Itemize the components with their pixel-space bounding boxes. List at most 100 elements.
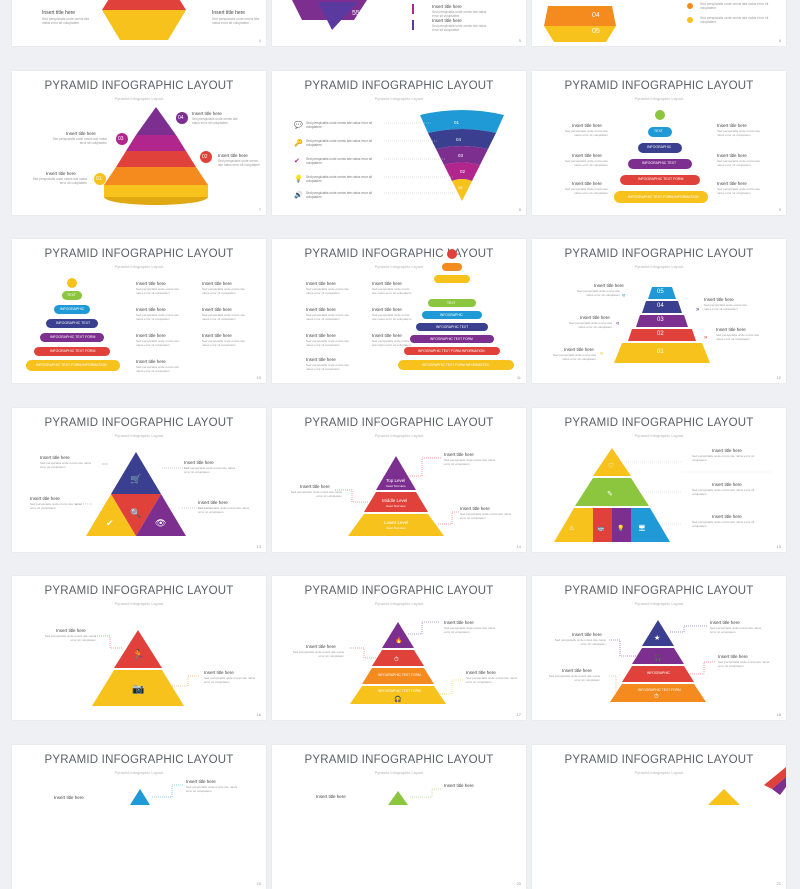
svg-text:✔: ✔ [106,518,114,528]
pill-infographic-text-form: INFOGRAPHIC TEXT FORM [638,177,684,181]
slide-16[interactable]: PYRAMID INFOGRAPHIC LAYOUT Pyramid Infog… [12,576,266,720]
svg-text:🎧: 🎧 [654,654,661,662]
slide-13[interactable]: PYRAMID INFOGRAPHIC LAYOUT Pyramid Infog… [12,408,266,552]
body-text-2: Sed perspiciatis unde omnis iste natus e… [432,24,487,32]
slide-4[interactable]: Insert title here Sed perspiciatis unde … [12,0,266,46]
body-text-1: Sed perspiciatis unde omnis iste natus e… [136,287,180,295]
body-text-4: Sed perspiciatis unde omnis iste natus e… [136,365,180,373]
slide-10[interactable]: PYRAMID INFOGRAPHIC LAYOUT Pyramid Infog… [12,239,266,383]
four-tier-pyramid-art: ★ 🎧 ⏱ [608,620,716,702]
insert-title-1: Insert title here [710,620,740,625]
insert-title-3: Insert title here [218,153,248,158]
page-number: 4 [258,38,261,43]
body-text-2: Sed perspiciatis unde omnis iste natus e… [306,139,373,147]
body-text-1: Sed perspiciatis unde omnis iste natus e… [192,117,238,125]
page-number: 15 [776,544,781,549]
body-text-5: Sed perspiciatis unde omnis iste natus e… [306,191,373,199]
svg-text:👁: 👁 [155,518,166,528]
slide-15[interactable]: PYRAMID INFOGRAPHIC LAYOUT Pyramid Infog… [532,408,786,552]
insert-title-2: Insert title here [184,460,214,465]
insert-title-4: Insert title here [136,359,166,364]
slide-subtitle: Pyramid Infographic Layout [114,601,164,606]
badge-03: 03 [118,136,124,142]
tier-01: 01 [657,349,664,355]
stacked-pill-pyramid-art [398,249,514,370]
insert-title-2: Insert title here [136,307,166,312]
svg-text:💡: 💡 [617,524,624,532]
svg-text:🛒: 🛒 [130,473,141,484]
slide-6[interactable]: 04 05 Sed perspiciatis unde omnis iste n… [532,0,786,46]
pyramid-art [708,767,786,805]
slide-title: PYRAMID INFOGRAPHIC LAYOUT [304,248,494,260]
insert-title-1: Insert title here [712,448,742,453]
pill-infographic-text-form-info-2: INFOGRAPHIC TEXT FORM INFORMATION [422,363,489,367]
insert-title-5: Insert title here [372,281,402,286]
level-middle: Middle Level [382,498,408,503]
pill-infographic-text-form: INFOGRAPHIC TEXT FORM [50,335,96,339]
insert-title-1: Insert title here [186,779,216,784]
body-text-1: Sed perspiciatis unde omnis iste natus e… [692,454,755,462]
body-text-3: Sed perspiciatis unde omnis iste natus e… [466,676,518,684]
insert-title-3: Insert title here [718,654,748,659]
insert-title-3: Insert title here [460,506,490,511]
body-text-5: Sed perspiciatis unde omnis iste natus e… [552,353,596,361]
insert-title-1: Insert title here [136,281,166,286]
page-number: 18 [776,712,781,717]
slide-9[interactable]: PYRAMID INFOGRAPHIC LAYOUT Pyramid Infog… [532,71,786,215]
slide-7[interactable]: PYRAMID INFOGRAPHIC LAYOUT Pyramid Infog… [12,71,266,215]
level-lower: Lower Level [384,520,409,525]
funnel-03: 03 [458,153,464,158]
tier-04: 04 [657,303,664,309]
stacked-pill-pyramid-art [26,278,120,371]
level-lower-sub: Insert Text Here [386,526,406,530]
svg-text:🏃: 🏃 [132,648,144,661]
slide-title: PYRAMID INFOGRAPHIC LAYOUT [44,585,234,597]
pill-infographic: INFOGRAPHIC [440,313,463,317]
body-text-2: Sed perspiciatis unde omnis iste natus e… [564,159,608,167]
slide-11[interactable]: PYRAMID INFOGRAPHIC LAYOUT Pyramid Infog… [272,239,526,383]
pill-text: TEXT [67,293,76,297]
pill-text: TEXT [654,129,663,133]
insert-title-5: Insert title here [202,281,232,286]
insert-title-2: Insert title here [704,297,734,302]
slide-subtitle: Pyramid Infographic Layout [634,770,684,775]
body-text-6: Sed perspiciatis unde omnis iste natus e… [717,187,761,195]
body-text-1: Sed perspiciatis unde omnis iste natus e… [306,287,350,295]
body-text-1: Sed perspiciatis unde omnis iste natus e… [306,121,373,129]
tier-05: 05 [657,289,664,295]
slide-17[interactable]: PYRAMID INFOGRAPHIC LAYOUT Pyramid Infog… [272,576,526,720]
slide-21[interactable]: PYRAMID INFOGRAPHIC LAYOUT Pyramid Infog… [532,745,786,889]
insert-title-1: Insert title here [192,111,222,116]
slide-12[interactable]: PYRAMID INFOGRAPHIC LAYOUT Pyramid Infog… [532,239,786,383]
pill-infographic: INFOGRAPHIC [647,145,672,149]
svg-text:★: ★ [654,634,660,642]
insert-title-6: Insert title here [372,307,402,312]
body-text-2: Sed perspiciatis unde omnis iste natus e… [554,638,606,646]
slide-8[interactable]: PYRAMID INFOGRAPHIC LAYOUT Pyramid Infog… [272,71,526,215]
slide-18[interactable]: PYRAMID INFOGRAPHIC LAYOUT Pyramid Infog… [532,576,786,720]
slide-14[interactable]: PYRAMID INFOGRAPHIC LAYOUT Pyramid Infog… [272,408,526,552]
insert-title-right: Insert title here [212,10,246,16]
slide-title: PYRAMID INFOGRAPHIC LAYOUT [44,417,234,429]
funnel-01: 01 [454,120,460,125]
slide-title: PYRAMID INFOGRAPHIC LAYOUT [564,585,754,597]
insert-title-5: Insert title here [564,347,594,352]
body-text-1: Sed perspiciatis unde omnis iste natus e… [444,458,496,466]
svg-text:✔: ✔ [294,158,300,165]
pill-infographic-text: INFOGRAPHIC TEXT [642,161,677,165]
svg-text:💡: 💡 [294,174,303,183]
insert-title-2: Insert title here [316,794,346,799]
insert-title-7: Insert title here [372,333,402,338]
body-text-5: Sed perspiciatis unde omnis iste natus e… [372,287,412,295]
tier-03: 03 [657,317,664,323]
svg-text:🚌: 🚌 [597,526,605,532]
insert-title-3: Insert title here [136,333,166,338]
pill-text: TEXT [447,301,456,305]
slide-19[interactable]: PYRAMID INFOGRAPHIC LAYOUT Pyramid Infog… [12,745,266,889]
slide-subtitle: Pyramid Infographic Layout [374,96,424,101]
body-text-7: Sed perspiciatis unde omnis iste natus e… [372,339,412,347]
insert-title-1: Insert title here [432,4,462,9]
slide-20[interactable]: PYRAMID INFOGRAPHIC LAYOUT Pyramid Infog… [272,745,526,889]
body-text-left: Sed perspiciatis unde omnis iste natus e… [42,17,90,25]
slide-5[interactable]: 55% Insert title here Sed perspiciatis u… [272,0,526,46]
